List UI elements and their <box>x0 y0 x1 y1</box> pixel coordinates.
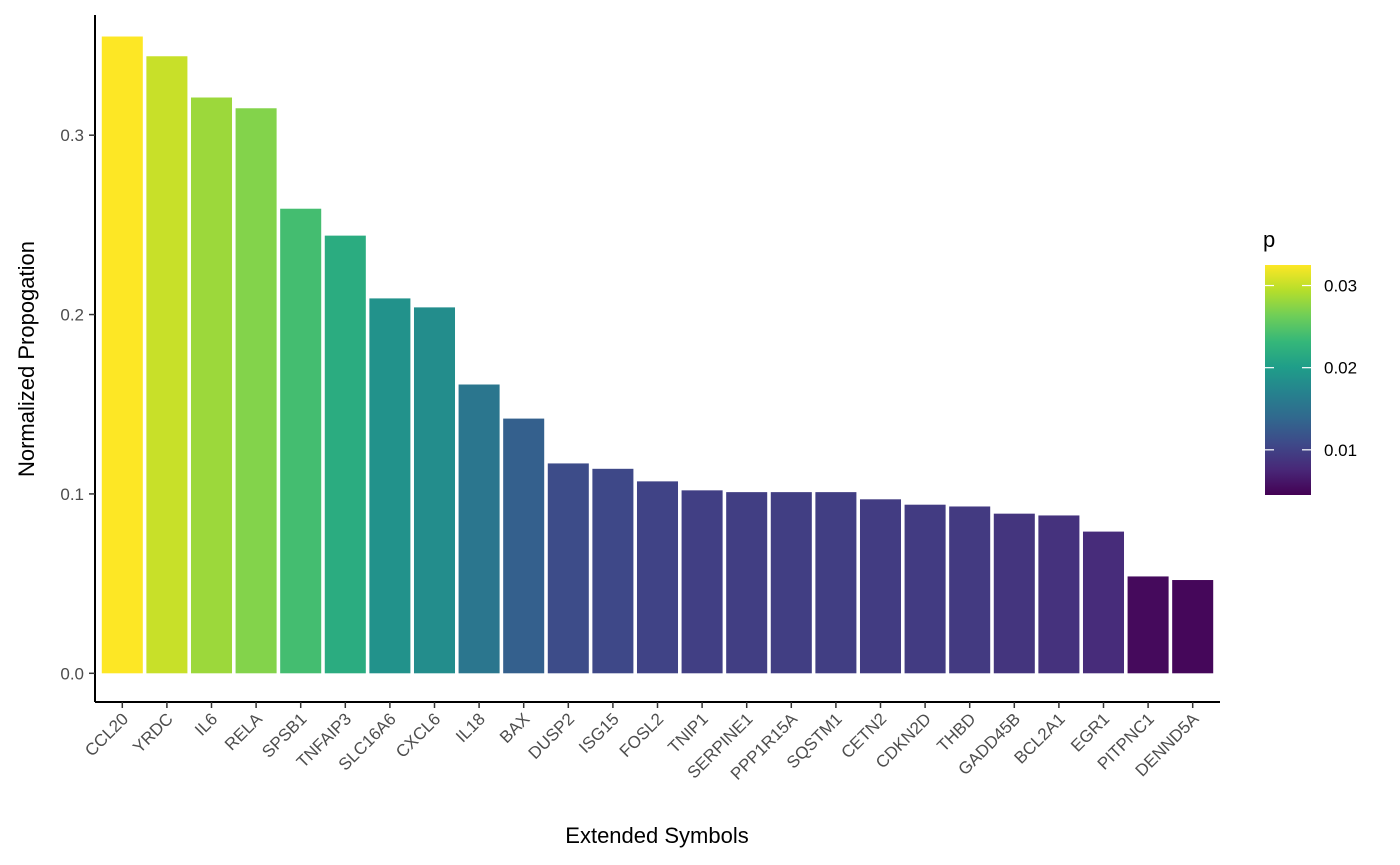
color-legend: p 0.01 0.02 0.03 <box>1263 227 1357 495</box>
y-axis: 0.0 0.1 0.2 0.3 <box>60 15 96 702</box>
x-tick-label: IL18 <box>452 709 489 746</box>
bar-ccl20 <box>101 36 143 674</box>
x-tick-label: BAX <box>496 709 533 746</box>
bar-dennd5a <box>1172 580 1214 674</box>
x-tick-label: YRDC <box>129 709 176 756</box>
legend-tick-label: 0.02 <box>1324 359 1357 378</box>
bar-dusp2 <box>547 463 589 674</box>
y-tick-label: 0.3 <box>60 126 84 145</box>
bars-group <box>101 36 1214 674</box>
bar-cdkn2d <box>904 504 946 674</box>
bar-tnip1 <box>681 490 723 674</box>
legend-tick-label: 0.03 <box>1324 277 1357 296</box>
bar-serpine1 <box>726 492 768 674</box>
legend-colorbar <box>1265 265 1311 495</box>
x-tick-label: DUSP2 <box>525 709 579 763</box>
y-tick-label: 0.2 <box>60 306 84 325</box>
x-tick-label: CXCL6 <box>392 709 444 761</box>
x-tick-label: CCL20 <box>81 709 132 760</box>
bar-tnfaip3 <box>324 235 366 674</box>
bar-rela <box>235 108 277 674</box>
x-axis-title: Extended Symbols <box>565 823 748 848</box>
bar-pitpnc1 <box>1127 576 1169 674</box>
y-axis-title: Normalized Propogation <box>14 241 39 477</box>
y-tick-label: 0.1 <box>60 485 84 504</box>
bar-cxcl6 <box>413 307 456 674</box>
legend-tick-label: 0.01 <box>1324 441 1357 460</box>
bar-bax <box>503 418 545 674</box>
bar-thbd <box>949 506 991 674</box>
bar-ppp1r15a <box>770 492 812 674</box>
bar-spsb1 <box>280 208 322 674</box>
bar-il18 <box>458 384 500 674</box>
x-tick-label: FOSL2 <box>616 709 668 761</box>
bar-sqstm1 <box>815 492 857 674</box>
y-tick-label: 0.0 <box>60 664 84 683</box>
bar-slc16a6 <box>369 298 411 674</box>
bar-il6 <box>190 97 233 674</box>
x-tick-label: IL6 <box>191 709 221 739</box>
legend-title: p <box>1263 227 1275 252</box>
legend-ticks: 0.01 0.02 0.03 <box>1265 277 1357 460</box>
bar-isg15 <box>592 468 634 674</box>
bar-yrdc <box>146 56 188 674</box>
bar-fosl2 <box>636 481 679 674</box>
bar-egr1 <box>1082 531 1125 674</box>
bar-bcl2a1 <box>1038 515 1080 674</box>
bar-gadd45b <box>993 513 1035 674</box>
bar-cetn2 <box>859 499 902 674</box>
x-tick-label: ISG15 <box>575 709 623 757</box>
